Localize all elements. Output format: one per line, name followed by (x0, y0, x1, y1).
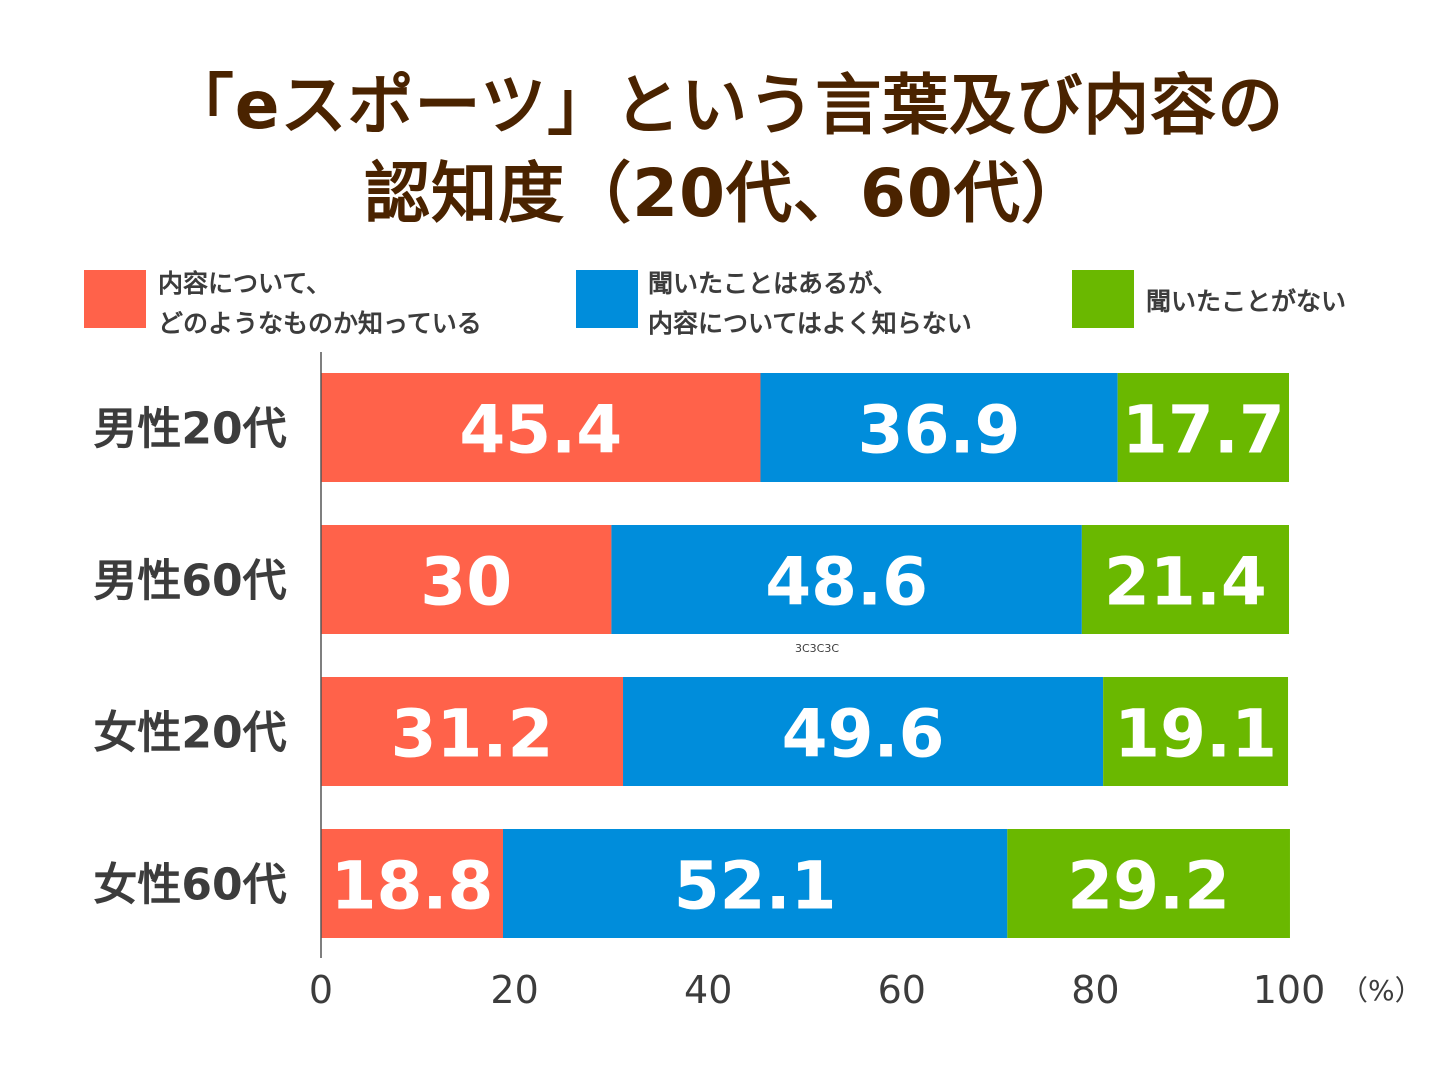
data-label: 18.8 (331, 848, 494, 925)
x-tick-label: 20 (490, 968, 538, 1012)
x-unit-label: （%） (1340, 974, 1423, 1007)
legend-swatch-know (84, 270, 146, 328)
legend-label-know: 内容について、 どのようなものか知っている (158, 269, 482, 338)
data-label: 19.1 (1114, 696, 1277, 773)
bar-segment (321, 525, 612, 634)
data-label: 29.2 (1067, 848, 1230, 925)
data-label: 30 (420, 544, 512, 621)
bar-segment (321, 677, 624, 786)
category-label: 男性60代 (93, 556, 286, 607)
category-label: 女性20代 (93, 708, 286, 759)
data-label: 49.6 (782, 696, 945, 773)
data-label: 31.2 (391, 696, 554, 773)
bar-segment (1103, 677, 1289, 786)
data-label: 17.7 (1122, 392, 1285, 469)
data-label: 52.1 (674, 848, 837, 925)
legend-swatch-never (1072, 270, 1134, 328)
bar-segment (1081, 525, 1289, 634)
bar-segment (321, 829, 503, 938)
category-label: 男性20代 (93, 404, 286, 455)
x-tick-label: 40 (684, 968, 732, 1012)
data-label: 48.6 (765, 544, 928, 621)
category-label: 女性60代 (93, 860, 286, 911)
bar-segment (760, 373, 1118, 482)
x-tick-label: 100 (1253, 968, 1326, 1012)
x-tick-label: 60 (878, 968, 926, 1012)
bar-segment (321, 373, 761, 482)
stray-label: 3C3C3C (795, 642, 840, 655)
legend-label-heard: 聞いたことはあるが、 内容についてはよく知らない (648, 269, 972, 338)
x-tick-label: 80 (1071, 968, 1119, 1012)
legend-swatch-heard (576, 270, 638, 328)
bar-segment (1007, 829, 1290, 938)
bar-segment (623, 677, 1104, 786)
bar-segment (502, 829, 1008, 938)
chart-title-line2: 認知度（20代、60代） (364, 155, 1088, 232)
chart-title-line1: 「eスポーツ」という言葉及び内容の (167, 67, 1285, 144)
data-label: 21.4 (1104, 544, 1267, 621)
bar-segment (1117, 373, 1289, 482)
x-tick-label: 0 (309, 968, 333, 1012)
legend-label-never: 聞いたことがない (1146, 287, 1347, 316)
data-label: 36.9 (858, 392, 1021, 469)
data-label: 45.4 (459, 392, 622, 469)
bar-segment (611, 525, 1082, 634)
